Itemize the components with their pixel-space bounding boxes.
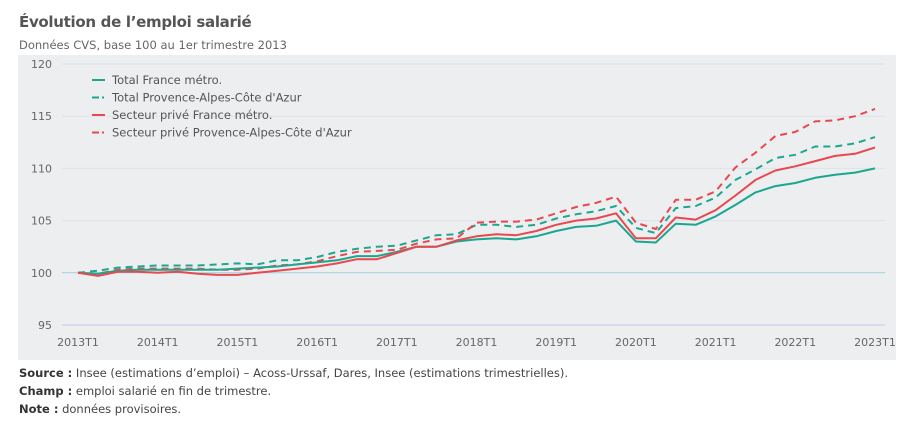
note-label: Note :: [19, 402, 59, 416]
chart-title: Évolution de l’emploi salarié: [19, 13, 252, 31]
champ-label: Champ :: [19, 384, 73, 398]
legend-label: Secteur privé Provence-Alpes-Côte d'Azur: [112, 126, 352, 140]
y-tick-label: 120: [31, 58, 52, 71]
x-tick-label: 2018T1: [456, 336, 498, 349]
champ-text: emploi salarié en fin de trimestre.: [72, 384, 272, 398]
series-line-0: [77, 167, 876, 275]
x-tick-label: 2020T1: [615, 336, 657, 349]
y-tick-label: 115: [31, 110, 52, 123]
note: Note : données provisoires.: [19, 402, 181, 416]
y-tick-label: 95: [38, 319, 52, 332]
x-tick-label: 2016T1: [296, 336, 338, 349]
y-tick-label: 110: [31, 162, 52, 175]
x-tick-label: 2015T1: [217, 336, 259, 349]
legend-label: Total Provence-Alpes-Côte d'Azur: [111, 91, 302, 105]
y-tick-label: 100: [31, 267, 52, 280]
legend-label: Secteur privé France métro.: [112, 108, 272, 122]
chart-area: [18, 55, 896, 360]
x-tick-label: 2021T1: [695, 336, 737, 349]
y-tick-label: 105: [31, 215, 52, 228]
x-tick-label: 2017T1: [376, 336, 418, 349]
source-text: Insee (estimations d’emploi) – Acoss-Urs…: [72, 366, 569, 380]
series-line-1: [77, 136, 876, 274]
x-tick-label: 2022T1: [774, 336, 816, 349]
source-note: Source : Insee (estimations d’emploi) – …: [19, 366, 568, 380]
x-tick-label: 2023T1: [854, 336, 896, 349]
x-tick-label: 2013T1: [57, 336, 99, 349]
x-tick-label: 2019T1: [535, 336, 577, 349]
chart-subtitle: Données CVS, base 100 au 1er trimestre 2…: [19, 38, 287, 52]
champ-note: Champ : emploi salarié en fin de trimest…: [19, 384, 271, 398]
series-line-2: [77, 146, 876, 277]
note-text: données provisoires.: [58, 402, 182, 416]
x-tick-label: 2014T1: [137, 336, 179, 349]
source-label: Source :: [19, 366, 73, 380]
legend-label: Total France métro.: [111, 73, 222, 87]
